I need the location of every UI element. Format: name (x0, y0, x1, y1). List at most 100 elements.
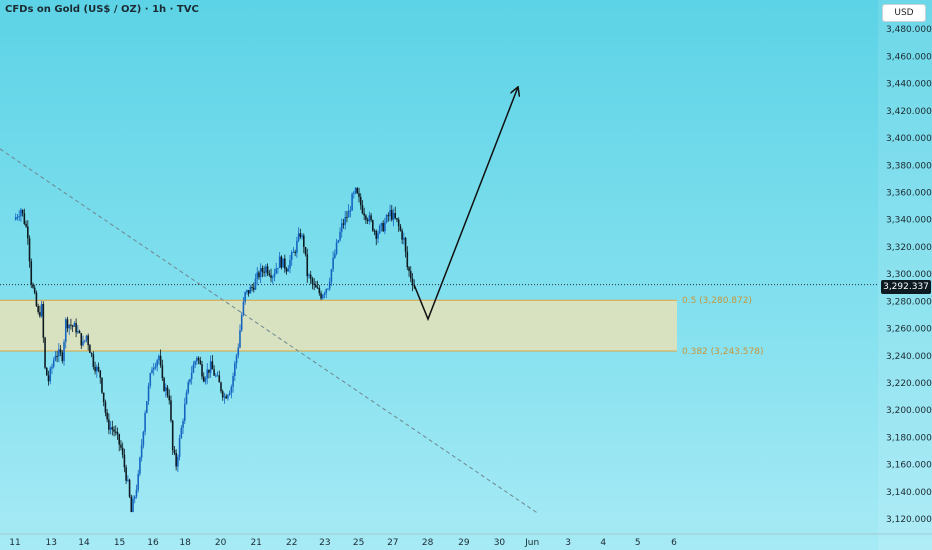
candle-down (170, 400, 172, 421)
candle-down (309, 274, 312, 279)
candle-down (173, 450, 176, 453)
candle-down (382, 223, 384, 232)
candle-up (154, 366, 157, 369)
candle-down (320, 293, 322, 299)
candle-down (113, 429, 115, 432)
candle-down (23, 213, 26, 224)
candle-down (42, 304, 45, 338)
candle-down (30, 261, 33, 285)
x-tick-label: 14 (78, 538, 90, 548)
y-tick-label: 3,240.000 (886, 352, 932, 362)
candle-down (118, 434, 121, 445)
candle-up (282, 258, 284, 268)
fib-level-label: 0.5 (3,280.872) (682, 296, 752, 306)
candle-up (234, 363, 236, 376)
candle-down (175, 452, 177, 467)
candle-up (246, 290, 248, 293)
y-tick-label: 3,200.000 (886, 406, 932, 416)
candle-up (337, 240, 340, 243)
candle-up (156, 360, 158, 367)
currency-button[interactable]: USD (882, 4, 926, 22)
candle-up (271, 276, 274, 278)
candle-down (390, 210, 393, 220)
candle-up (339, 231, 341, 241)
candle-down (97, 366, 100, 371)
candle-down (168, 395, 171, 401)
candle-up (183, 404, 186, 421)
fib-level-label: 0.382 (3,243.578) (682, 347, 763, 357)
candle-down (313, 283, 315, 286)
candle-up (368, 215, 371, 222)
candle-up (385, 215, 388, 223)
candle-up (242, 301, 245, 316)
candle-down (218, 375, 221, 383)
candle-down (28, 238, 31, 262)
candle-down (108, 419, 110, 430)
y-tick-label: 3,260.000 (886, 325, 932, 335)
candle-up (190, 372, 193, 380)
candle-up (296, 240, 298, 253)
candle-up (40, 304, 43, 317)
x-tick-label: 5 (635, 538, 641, 548)
y-tick-label: 3,400.000 (886, 134, 932, 144)
candle-up (158, 355, 160, 361)
candle-up (204, 378, 207, 382)
candle-down (116, 431, 119, 435)
candle-up (152, 368, 155, 370)
y-tick-label: 3,380.000 (886, 161, 932, 171)
candle-down (71, 325, 74, 327)
candle-down (221, 391, 224, 398)
chart-title: CFDs on Gold (US$ / OZ) · 1h · TVC (5, 4, 199, 15)
candle-down (220, 382, 222, 392)
candle-up (185, 392, 188, 405)
candle-up (144, 412, 146, 432)
y-tick-label: 3,140.000 (886, 488, 932, 498)
candle-down (101, 377, 103, 393)
candle-down (409, 271, 412, 279)
candle-up (52, 360, 55, 367)
x-tick-label: 20 (215, 538, 227, 548)
candle-down (78, 330, 81, 334)
candle-up (149, 373, 152, 386)
candle-down (311, 278, 314, 284)
candle-down (404, 237, 407, 252)
candle-down (373, 230, 376, 232)
candle-up (137, 473, 139, 490)
candle-down (37, 305, 39, 313)
candle-down (99, 370, 102, 378)
candle-down (125, 467, 127, 481)
x-tick-label: 25 (353, 538, 364, 548)
candle-down (66, 319, 69, 329)
candle-down (266, 266, 269, 274)
candle-down (202, 376, 205, 382)
candle-down (366, 219, 369, 222)
candle-up (165, 387, 167, 391)
candle-up (146, 401, 148, 413)
candle-up (328, 281, 331, 289)
candle-down (358, 193, 360, 197)
candle-up (14, 217, 17, 220)
x-tick-label: 3 (565, 538, 571, 548)
candle-up (344, 216, 346, 225)
candle-down (401, 230, 403, 240)
candle-down (33, 287, 36, 293)
candle-down (80, 333, 83, 346)
candle-up (182, 420, 184, 428)
candle-up (223, 396, 226, 398)
candle-down (128, 479, 131, 497)
candle-up (308, 274, 310, 277)
candle-down (252, 287, 255, 290)
candle-up (323, 293, 326, 295)
candle-up (151, 369, 153, 374)
x-tick-label: 23 (319, 538, 330, 548)
y-tick-label: 3,460.000 (886, 52, 932, 62)
candle-down (294, 251, 296, 253)
candle-up (227, 395, 229, 399)
candle-up (380, 223, 383, 226)
candle-down (27, 226, 29, 239)
candle-up (85, 335, 88, 341)
candle-down (21, 209, 24, 214)
candle-up (147, 385, 150, 402)
